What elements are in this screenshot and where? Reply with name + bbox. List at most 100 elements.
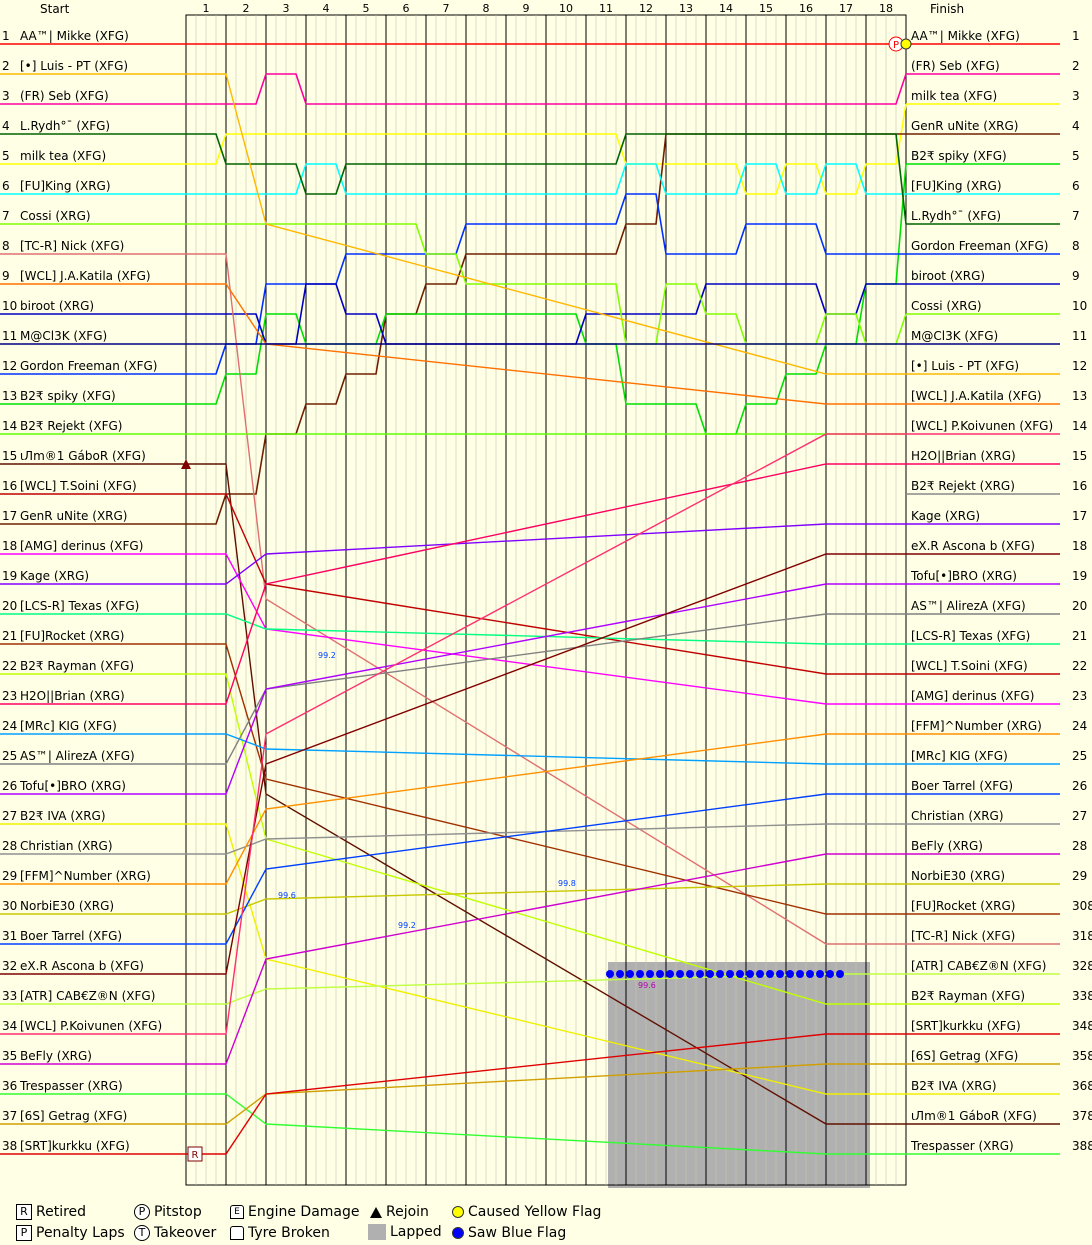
legend-lapped: Lapped — [368, 1224, 442, 1240]
finish-position-number: 378 — [1072, 1109, 1092, 1123]
rejoin-marker — [181, 459, 191, 469]
blue-flag-dot — [616, 970, 624, 978]
finish-position-number: 20 — [1072, 599, 1087, 613]
finish-position-number: 27 — [1072, 809, 1087, 823]
engine-damage-value: 99.8 — [558, 879, 576, 888]
finish-position-number: 24 — [1072, 719, 1087, 733]
start-driver-label: Trespasser (XRG) — [19, 1079, 123, 1093]
blue-flag-dot — [696, 970, 704, 978]
start-driver-label: Boer Tarrel (XFG) — [20, 929, 122, 943]
start-driver-label: AA™| Mikke (XFG) — [20, 29, 129, 43]
start-driver-label: Gordon Freeman (XFG) — [20, 359, 157, 373]
position-line — [186, 523, 906, 585]
blue-flag-dot — [776, 970, 784, 978]
finish-position-number: 18 — [1072, 539, 1087, 553]
start-driver-label: [FFM]^Number (XRG) — [20, 869, 151, 883]
finish-driver-label: BeFly (XRG) — [911, 839, 983, 853]
lap-number: 18 — [879, 2, 893, 15]
start-position-number: 1 — [2, 29, 10, 43]
start-position-number: 9 — [2, 269, 10, 283]
blue-flag-dot — [716, 970, 724, 978]
start-driver-label: L.Rydh°¯ (XFG) — [20, 119, 110, 133]
finish-driver-label: [6S] Getrag (XFG) — [911, 1049, 1018, 1063]
position-line — [186, 133, 907, 225]
finish-driver-label: [•] Luis - PT (XFG) — [911, 359, 1019, 373]
start-driver-label: [•] Luis - PT (XFG) — [20, 59, 128, 73]
legend-engine: E Engine Damage — [230, 1204, 360, 1220]
start-position-number: 30 — [2, 899, 17, 913]
start-driver-label: [MRc] KIG (XFG) — [20, 719, 117, 733]
start-driver-label: BeFly (XRG) — [20, 1049, 92, 1063]
finish-position-number: 8 — [1072, 239, 1080, 253]
lap-number: 1 — [203, 2, 210, 15]
position-line — [186, 1093, 906, 1155]
start-position-number: 31 — [2, 929, 17, 943]
driver-labels: 1 AA™| Mikke (XFG) 2 [•] Luis - PT (XFG) 3 (F… — [2, 29, 1092, 1153]
start-position-number: 28 — [2, 839, 17, 853]
start-position-number: 37 — [2, 1109, 17, 1123]
legend-rejoin-label: Rejoin — [386, 1204, 429, 1220]
lap-number: 14 — [719, 2, 733, 15]
lap-number: 13 — [679, 2, 693, 15]
start-driver-label: [FU]King (XRG) — [20, 179, 111, 193]
retired-marker — [187, 1146, 203, 1162]
start-driver-label: biroot (XRG) — [20, 299, 94, 313]
start-position-number: 27 — [2, 809, 17, 823]
start-driver-label: [TC-R] Nick (XFG) — [20, 239, 124, 253]
start-driver-label: [LCS-R] Texas (XFG) — [20, 599, 139, 613]
yellow-flag-dot — [900, 38, 912, 50]
finish-driver-label: [WCL] T.Soini (XFG) — [911, 659, 1028, 673]
start-driver-label: [WCL] P.Koivunen (XFG) — [20, 1019, 162, 1033]
start-position-number: 22 — [2, 659, 17, 673]
start-position-number: 18 — [2, 539, 17, 553]
finish-driver-label: (FR) Seb (XFG) — [911, 59, 1000, 73]
finish-position-number: 14 — [1072, 419, 1087, 433]
finish-position-number: 368 — [1072, 1079, 1092, 1093]
blue-flag-dot — [656, 970, 664, 978]
finish-driver-label: H2O||Brian (XRG) — [911, 449, 1016, 463]
blue-flag-value: 99.6 — [638, 981, 656, 990]
blue-flag-dot — [686, 970, 694, 978]
lap-number: 7 — [443, 2, 450, 15]
start-driver-label: B2₹ Rejekt (XFG) — [20, 419, 122, 433]
lapped-icon — [368, 1224, 386, 1240]
rejoin-icon — [370, 1206, 382, 1218]
blue-flag-dot — [826, 970, 834, 978]
legend-pitstop: P Pitstop — [134, 1204, 202, 1220]
lap-number: 15 — [759, 2, 773, 15]
position-line — [186, 853, 906, 1065]
finish-position-number: 21 — [1072, 629, 1087, 643]
finish-driver-label: [MRc] KIG (XFG) — [911, 749, 1008, 763]
blue-flag-dot — [636, 970, 644, 978]
start-position-number: 15 — [2, 449, 17, 463]
finish-driver-label: Christian (XRG) — [911, 809, 1004, 823]
finish-driver-label: biroot (XRG) — [911, 269, 985, 283]
finish-position-number: 15 — [1072, 449, 1087, 463]
engine-damage-value: 99.2 — [318, 651, 336, 660]
lap-number: 5 — [363, 2, 370, 15]
start-header: Start — [40, 2, 70, 16]
pitstop-marker-label: P — [893, 40, 899, 51]
blue-flag-dot — [746, 970, 754, 978]
lap-number: 9 — [523, 2, 530, 15]
finish-driver-label: Gordon Freeman (XFG) — [911, 239, 1048, 253]
finish-position-number: 22 — [1072, 659, 1087, 673]
lap-number: 3 — [283, 2, 290, 15]
start-position-number: 35 — [2, 1049, 17, 1063]
blue-flag-icon — [452, 1227, 464, 1239]
legend-retired: R Retired — [16, 1204, 86, 1220]
start-driver-label: M@Cl3K (XFG) — [20, 329, 107, 343]
finish-driver-label: B2₹ spiky (XFG) — [911, 149, 1007, 163]
finish-driver-label: AS™| AlirezA (XFG) — [911, 599, 1026, 613]
finish-driver-label: Tofu[•]BRO (XRG) — [910, 569, 1017, 583]
start-position-number: 23 — [2, 689, 17, 703]
position-line — [186, 103, 907, 195]
start-driver-label: (FR) Seb (XFG) — [20, 89, 109, 103]
start-driver-label: [WCL] J.A.Katila (XFG) — [20, 269, 151, 283]
start-position-number: 7 — [2, 209, 10, 223]
legend-rejoin: Rejoin — [370, 1204, 429, 1220]
blue-flag-dot — [766, 970, 774, 978]
legend-lapped-label: Lapped — [390, 1224, 442, 1240]
